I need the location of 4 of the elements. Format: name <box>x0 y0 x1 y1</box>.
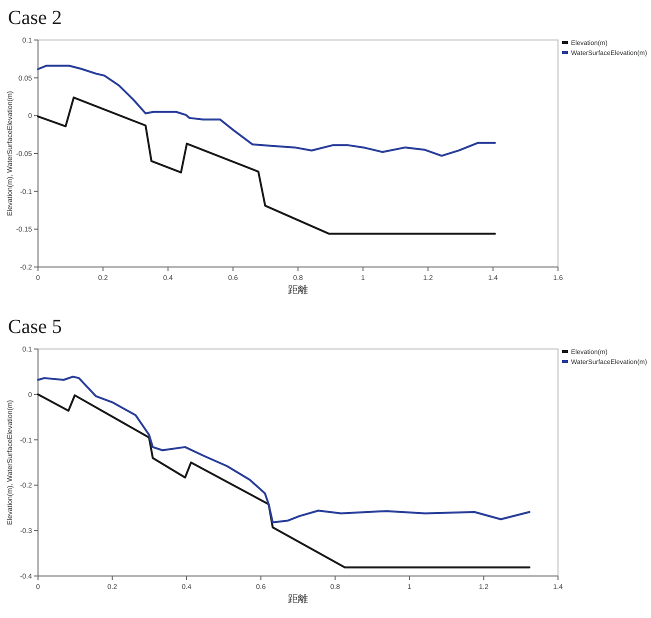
title: Case 5 <box>8 316 62 338</box>
x-axis-title: 距離 <box>288 593 308 605</box>
x-axis-title: 距離 <box>288 284 308 296</box>
title: Case 2 <box>8 7 62 29</box>
